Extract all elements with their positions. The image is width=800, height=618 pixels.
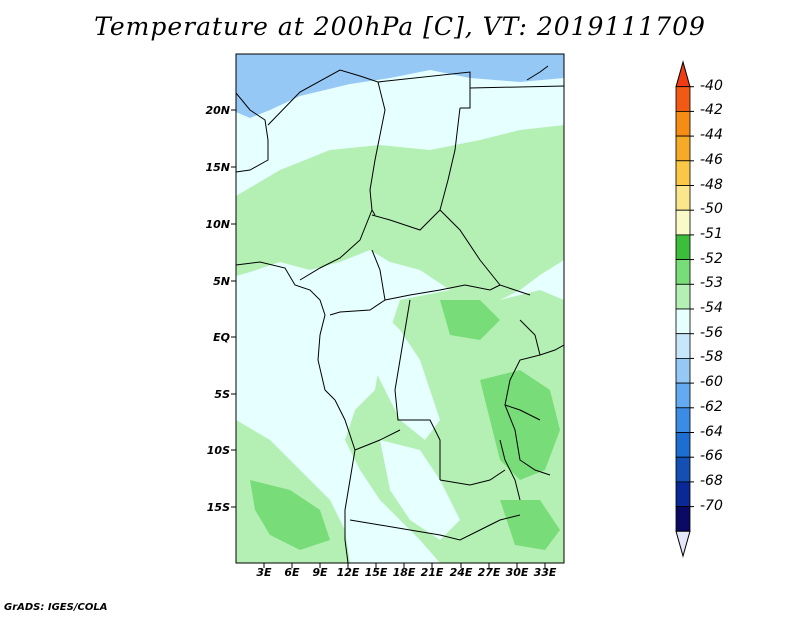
temperature-field: [236, 54, 564, 563]
lon-label-18e: 18E: [392, 566, 416, 579]
colorbar-label: -48: [700, 176, 723, 193]
colorbar-box: [675, 111, 691, 137]
grads-credit: GrADS: IGES/COLA: [4, 602, 108, 613]
colorbar-box: [675, 160, 691, 186]
warm-region-sahel: [236, 125, 564, 300]
warmer-patch-3: [500, 500, 560, 550]
lon-label-9e: 9E: [312, 566, 328, 579]
colorbar-box: [675, 135, 691, 162]
colorbar-box: [675, 283, 691, 310]
colorbar-box: [675, 506, 691, 532]
colorbar-box: [675, 308, 691, 335]
lat-label-10s: 10S: [206, 444, 230, 457]
lat-label-15n: 15N: [205, 161, 230, 174]
colorbar-label: -64: [700, 423, 723, 440]
colorbar-label: -60: [700, 374, 723, 391]
cold-region-north: [236, 54, 564, 118]
warmer-patch-1: [480, 370, 560, 480]
map-title: Temperature at 200hPa [C], VT: 201911170…: [94, 12, 706, 41]
colorbar-label: -66: [700, 448, 723, 465]
lat-label-10n: 10N: [205, 218, 230, 231]
colorbar-box: [675, 481, 691, 507]
map-frame: [235, 53, 565, 564]
colorbar-top-triangle: [675, 60, 691, 88]
borders: [236, 65, 564, 563]
colorbar-label: -46: [700, 151, 723, 168]
colorbar-label: -42: [700, 102, 723, 119]
colorbar-box: [675, 357, 691, 384]
lon-label-21e: 21E: [420, 566, 444, 579]
colorbar-box: [675, 432, 691, 458]
colorbar: [675, 60, 694, 558]
colorbar-label: -62: [700, 398, 723, 415]
colorbar-label: -44: [700, 127, 723, 144]
colorbar-label: -68: [700, 472, 723, 489]
lat-label-5n: 5N: [213, 275, 230, 288]
lon-label-33e: 33E: [533, 566, 557, 579]
lat-label-5s: 5S: [214, 388, 230, 401]
colorbar-box: [675, 209, 691, 236]
colorbar-box: [675, 234, 691, 260]
colorbar-label: -51: [700, 225, 723, 242]
colorbar-label: -40: [700, 77, 723, 94]
lon-label-3e: 3E: [256, 566, 272, 579]
colorbar-label: -53: [700, 275, 723, 292]
colorbar-label: -70: [700, 497, 723, 514]
colorbar-box: [675, 259, 691, 285]
lon-label-24e: 24E: [449, 566, 473, 579]
lon-label-27e: 27E: [477, 566, 501, 579]
lon-label-12e: 12E: [336, 566, 360, 579]
lon-label-6e: 6E: [284, 566, 300, 579]
colorbar-box: [675, 333, 691, 359]
colorbar-box: [675, 185, 691, 211]
colorbar-label: -52: [700, 250, 723, 267]
cold-patch: [236, 54, 300, 80]
colorbar-bottom-triangle: [675, 530, 691, 558]
colorbar-box: [675, 382, 691, 409]
colorbar-label: -54: [700, 300, 723, 316]
lat-label-20n: 20N: [205, 104, 230, 117]
colorbar-box: [675, 456, 691, 483]
colorbar-label: -58: [700, 349, 723, 366]
lon-label-15e: 15E: [364, 566, 388, 579]
lat-label-15s: 15S: [206, 501, 230, 514]
lat-ticks: [231, 109, 236, 508]
warmer-patch-4: [440, 300, 500, 340]
colorbar-label: -56: [700, 324, 723, 341]
colorbar-label: -50: [700, 201, 723, 218]
warmer-patch-2: [250, 480, 330, 550]
lat-label-eq: EQ: [213, 331, 230, 344]
lon-ticks: [263, 563, 546, 568]
colorbar-box: [675, 407, 691, 433]
cool-patch-angola: [380, 440, 460, 540]
lon-label-30e: 30E: [505, 566, 529, 579]
colorbar-box: [675, 86, 691, 112]
